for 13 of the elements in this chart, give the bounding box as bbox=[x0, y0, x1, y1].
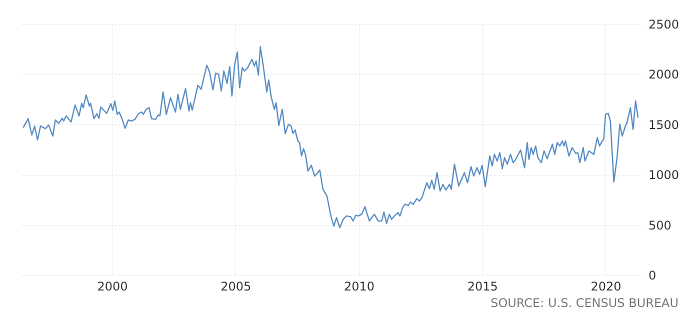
y-tick-label: 1500 bbox=[648, 118, 680, 132]
y-tick-label: 2500 bbox=[648, 18, 680, 32]
y-tick-label: 1000 bbox=[648, 168, 680, 182]
x-tick-label: 2015 bbox=[467, 280, 498, 294]
line-series bbox=[22, 46, 639, 228]
x-tick-label: 2005 bbox=[220, 280, 252, 294]
x-tick-label: 2010 bbox=[344, 280, 375, 294]
source-note: SOURCE: U.S. CENSUS BUREAU bbox=[490, 296, 679, 310]
y-tick-label: 2000 bbox=[648, 68, 680, 82]
y-tick-label: 0 bbox=[648, 268, 656, 282]
y-tick-label: 500 bbox=[648, 218, 672, 232]
x-tick-label: 2020 bbox=[590, 280, 622, 294]
x-tick-label: 2000 bbox=[97, 280, 128, 294]
